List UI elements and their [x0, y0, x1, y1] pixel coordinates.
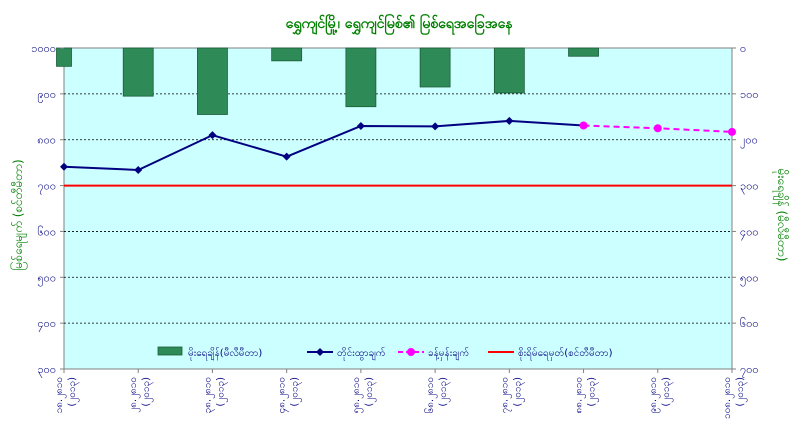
left-tick-label: ၈၀၀	[37, 134, 56, 147]
rain-bar	[568, 47, 599, 57]
right-tick-label: ၇၀၀	[740, 363, 759, 378]
legend: မိုးရေချိန်(မီလီမီတာ) တိုင်းထွာချက် ခန့်မှ…	[157, 346, 613, 361]
legend-marker	[316, 348, 324, 356]
x-tick-label: ၁၀၈.၂၈၁၀ (၂၀၁၃)	[722, 377, 748, 419]
x-tick-year: (၂၀၁၃)	[67, 377, 80, 407]
left-axis-label: မြစ်ရေမျက် (စင်တီမီတာ)	[9, 159, 28, 270]
x-tick-label: ၈၈.၂၈၁၀ (၂၀၁၃)	[574, 377, 600, 414]
x-tick-date: ၅၈.၂၈၁၀	[351, 377, 364, 413]
observed-point	[208, 131, 217, 140]
line-series	[60, 116, 736, 174]
left-tick-label: ၃၀၀	[37, 363, 56, 378]
x-tick-label: ၃၈.၂၈၁၀ (၂၀၁၃)	[202, 377, 228, 414]
x-tick-label: ၂၈.၂၈၁၀ (၂၀၁၃)	[128, 377, 154, 413]
x-tick-year: (၂၀၁၃)	[364, 377, 377, 407]
observed-point	[134, 165, 143, 174]
forecast-point	[579, 121, 588, 130]
x-tick-date: ၆၈.၂၈၁၀	[423, 377, 438, 413]
observed-line	[63, 119, 584, 171]
x-tick-year: (၂၀၁၃)	[512, 377, 525, 407]
right-tick-label: ၄၀၀	[740, 225, 759, 240]
right-tick-label: ၆၀၀	[740, 317, 759, 330]
right-tick-label: ၀	[740, 42, 746, 55]
observed-point	[356, 121, 365, 130]
legend-label: တိုင်းထွာချက်	[337, 346, 386, 361]
left-tick-label: ၅၀၀	[37, 271, 56, 286]
legend-marker	[407, 348, 415, 356]
observed-point	[505, 116, 514, 125]
x-tick-date: ၇၈.၂၈၁၀	[499, 377, 512, 413]
x-tick-year: (၂၀၁၃)	[290, 377, 303, 407]
x-tick-label: ၇၈.၂၈၁၀ (၂၀၁၃)	[499, 377, 525, 414]
rain-bar	[493, 47, 525, 94]
right-axis-label: မိုးရေချိန် (မီလီမီတာ)	[772, 169, 790, 262]
rain-bar	[345, 47, 377, 108]
left-tick-label: ၉၀၀	[37, 88, 56, 103]
x-tick-label: ၆၈.၂၈၁၀ (၂၀၁၃)	[423, 377, 451, 414]
right-tick-label: ၁၀၀	[740, 88, 759, 101]
x-tick-date: ၁၀၈.၂၈၁၀	[722, 377, 735, 419]
x-tick-date: ၈၈.၂၈၁၀	[574, 377, 587, 413]
x-tick-label: ၁၈.၂၈၁၀ (၂၀၁၃)	[54, 377, 80, 414]
x-tick-label: ၅၈.၂၈၁၀ (၂၀၁၃)	[351, 377, 377, 414]
rain-bar	[56, 47, 72, 67]
plot-area	[63, 47, 733, 370]
right-tick-label: ၅၀၀	[740, 271, 759, 286]
left-tick-label: ၇၀၀	[37, 180, 56, 195]
right-tick-label: ၂၀၀	[740, 134, 758, 149]
x-tick-date: ၄၈.၂၈၁၀	[277, 377, 290, 413]
observed-point	[431, 122, 440, 131]
rain-bar	[122, 47, 154, 97]
forecast-point	[653, 124, 662, 133]
observed-point	[282, 152, 291, 161]
x-tick-date: ၂၈.၂၈၁၀	[128, 377, 141, 413]
x-tick-year: (၂၀၁၃)	[587, 377, 600, 407]
rain-bar	[271, 47, 303, 62]
forecast-point	[728, 127, 736, 136]
x-tick-year: (၂၀၁၃)	[735, 377, 748, 407]
x-tick-date: ၃၈.၂၈၁၀	[202, 377, 215, 413]
left-tick-label: ၄၀၀	[37, 317, 56, 332]
x-tick-label: ၉၈.၂၈၁၀ (၂၀၁၃)	[648, 377, 674, 414]
x-tick-year: (၂၀၁၃)	[215, 377, 228, 407]
rain-bar	[419, 47, 451, 88]
x-tick-year: (၂၀၁၃)	[141, 377, 154, 407]
chart-title: ရွှေကျင်မြို့၊ ရွှေကျင်မြစ်၏ မြစ်ရေအခြေအ…	[286, 14, 514, 35]
legend-label: မိုးရေချိန်(မီလီမီတာ)	[188, 346, 262, 361]
left-tick-label: ၆၀၀	[37, 225, 56, 238]
x-tick-label: ၄၈.၂၈၁၀ (၂၀၁၃)	[277, 377, 303, 414]
x-axis-ticks: ၁၈.၂၈၁၀ (၂၀၁၃) ၂၈.၂၈၁၀ (၂၀၁၃) ၃၈.၂၈၁၀ (၂၀၁၃) ၄…	[54, 369, 748, 419]
x-tick-year: (၂၀၁၃)	[661, 377, 674, 407]
left-tick-label: ၁၀၀၀	[31, 42, 56, 55]
rain-bar	[197, 47, 228, 115]
right-tick-label: ၃၀၀	[740, 180, 759, 195]
legend-label: စိုးရိမ်ရေမှတ်(စင်တီမီတာ)	[518, 346, 613, 361]
bar-series	[56, 47, 599, 115]
x-tick-date: ၉၈.၂၈၁၀	[648, 377, 661, 413]
observed-point	[60, 162, 68, 171]
legend-label: ခန့်မှန်းချက်	[428, 346, 469, 361]
x-tick-year: (၂၀၁၃)	[438, 377, 451, 407]
x-tick-date: ၁၈.၂၈၁၀	[54, 377, 67, 413]
legend-swatch-bar	[157, 346, 183, 356]
